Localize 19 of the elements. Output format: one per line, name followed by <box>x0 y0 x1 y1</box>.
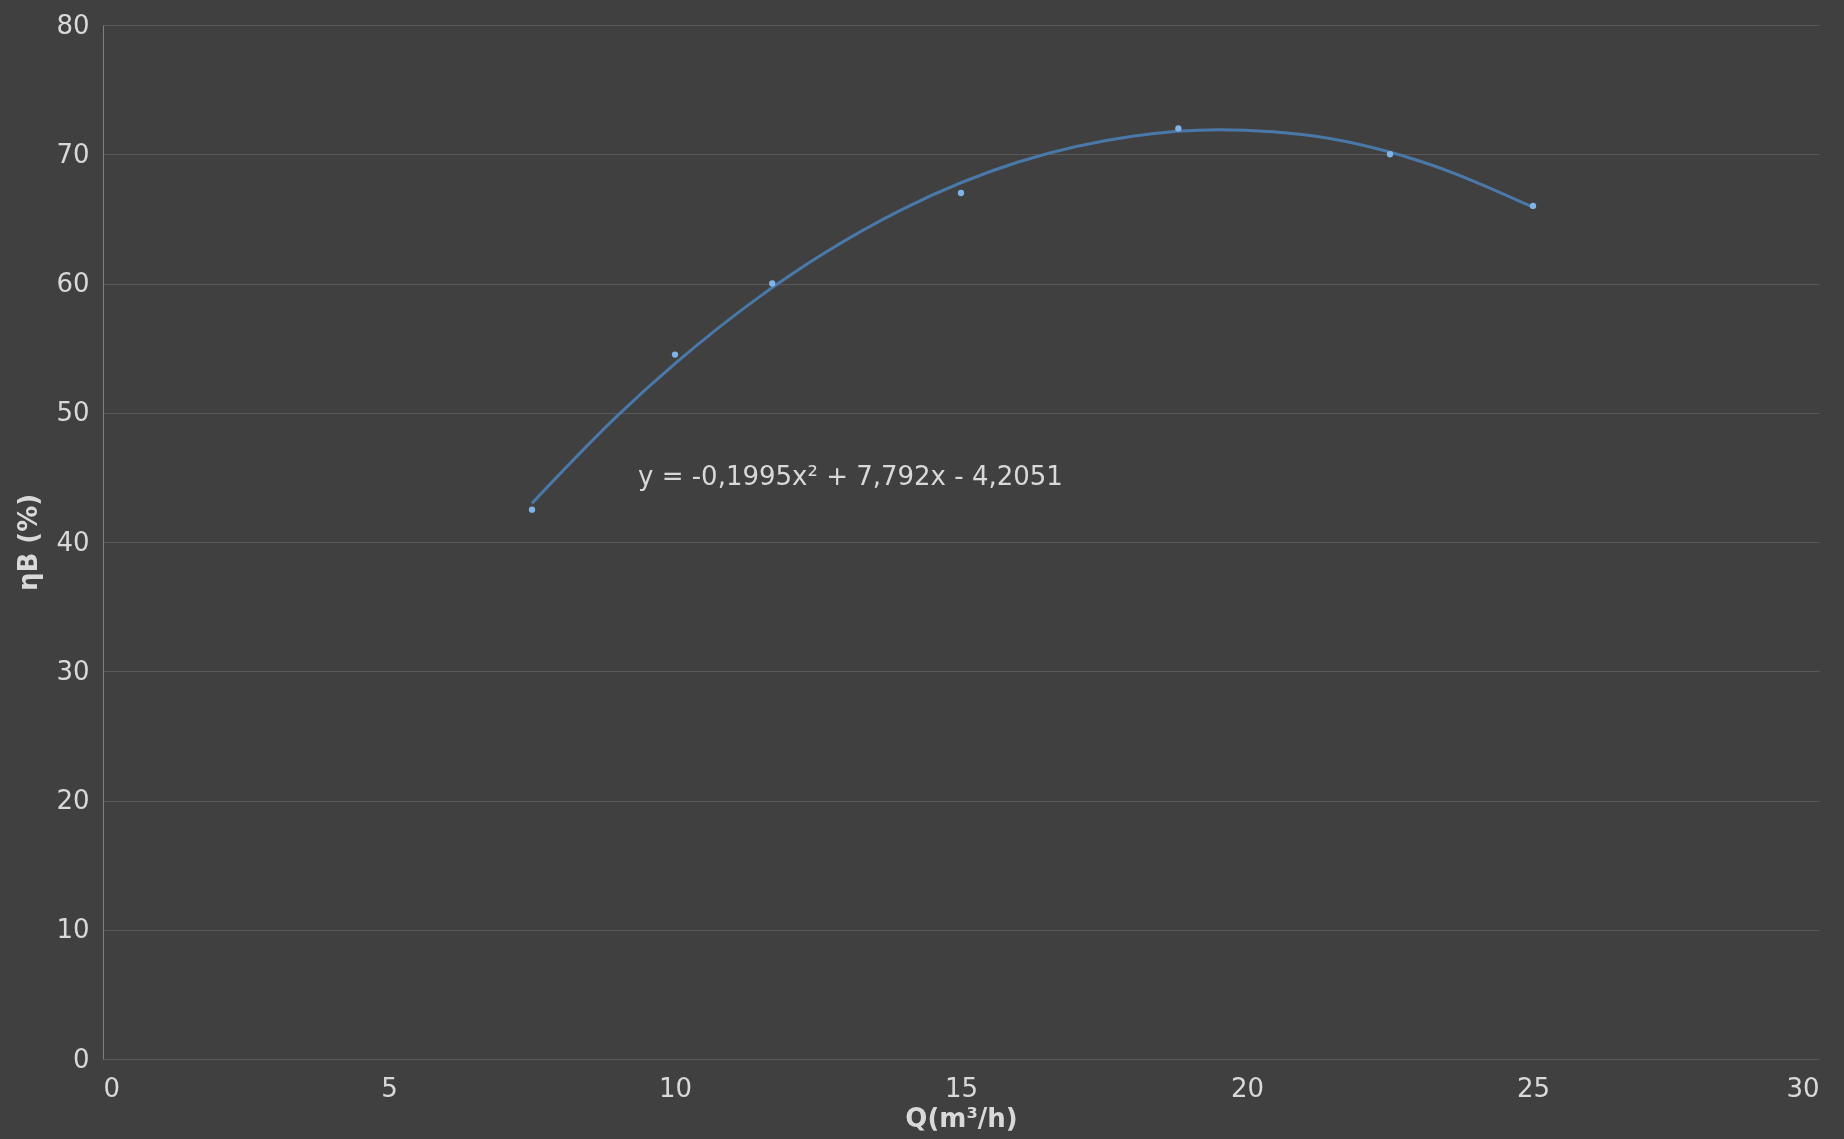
y-tick-label: 60 <box>56 268 90 298</box>
y-tick-label: 10 <box>56 914 90 945</box>
x-tick-label: 10 <box>658 1072 693 1103</box>
y-tick-label: 30 <box>56 655 90 686</box>
y-tick-label: 80 <box>56 9 90 40</box>
y-axis-title: ηB (%) <box>13 493 44 592</box>
x-axis-title: Q(m³/h) <box>905 1102 1018 1133</box>
x-tick-label: 0 <box>103 1072 121 1103</box>
x-tick-label: 25 <box>1516 1072 1551 1103</box>
x-tick-label: 5 <box>381 1072 398 1103</box>
x-tick-label: 20 <box>1230 1072 1265 1103</box>
y-tick-label: 50 <box>56 397 90 428</box>
y-tick-label: 20 <box>56 785 90 815</box>
x-tick-label: 15 <box>944 1072 979 1103</box>
annotation: y = -0,1995x² + 7,792x - 4,2051 <box>638 461 1063 491</box>
y-tick-label: 70 <box>56 138 90 169</box>
y-tick-label: 40 <box>56 526 90 557</box>
y-tick-label: 0 <box>72 1043 90 1074</box>
x-tick-label: 30 <box>1786 1072 1820 1103</box>
